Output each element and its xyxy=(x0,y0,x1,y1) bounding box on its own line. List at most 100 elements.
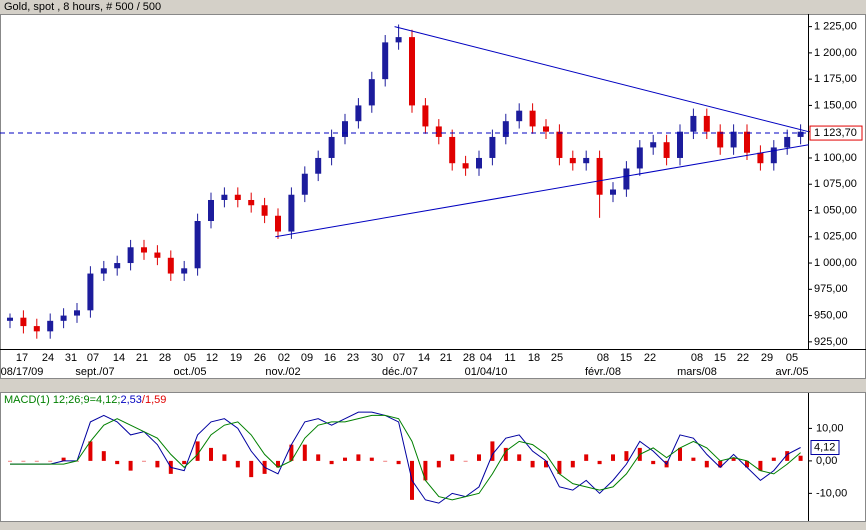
candle-body xyxy=(194,221,201,269)
x-tick-label: 22 xyxy=(737,352,749,364)
x-tick-label: 11 xyxy=(504,352,515,364)
histogram-bar xyxy=(624,451,629,461)
trendline xyxy=(275,144,809,238)
x-tick-label: 17 xyxy=(16,352,28,364)
candle-body xyxy=(7,317,13,321)
candle-body xyxy=(60,315,67,321)
x-tick-label: 22 xyxy=(644,352,656,364)
macd-panel xyxy=(0,392,866,522)
histogram-bar xyxy=(48,460,53,462)
macd-line xyxy=(10,411,801,504)
candle-body xyxy=(784,136,791,148)
candle-body xyxy=(100,268,107,274)
x-month-label: nov./02 xyxy=(265,366,300,378)
histogram-bar xyxy=(517,454,522,461)
x-tick-label: 28 xyxy=(463,352,475,364)
x-tick-label: 23 xyxy=(347,352,359,364)
candle-body xyxy=(315,157,322,174)
histogram-bar xyxy=(369,457,374,461)
candle-body xyxy=(569,157,576,164)
x-tick-label: 28 xyxy=(159,352,171,364)
candle-body xyxy=(114,263,121,269)
candle-body xyxy=(462,163,469,169)
candle-body xyxy=(87,273,94,311)
y-tick-label: 1 100,00 xyxy=(814,152,857,164)
candle-body xyxy=(409,37,415,106)
candle-body xyxy=(596,157,603,195)
histogram-bar xyxy=(651,460,656,465)
x-tick-label: 26 xyxy=(254,352,266,364)
x-tick-label: 02 xyxy=(278,352,290,364)
indicator-title-part: MACD(1) 12;26;9=4,12; xyxy=(4,394,120,406)
histogram-bar xyxy=(503,447,508,461)
y-tick-label: 1 150,00 xyxy=(814,99,857,111)
histogram-bar xyxy=(182,460,187,465)
histogram-bar xyxy=(195,441,200,461)
x-tick-label: 19 xyxy=(230,352,242,364)
candle-body xyxy=(435,126,442,137)
chart-title: Gold, spot , 8 hours, # 500 / 500 xyxy=(4,1,161,13)
x-tick-label: 14 xyxy=(113,352,125,364)
histogram-bar xyxy=(115,460,120,465)
candle-body xyxy=(355,105,362,122)
y-tick-label: 1 050,00 xyxy=(814,204,857,216)
last-price-label: 1 123,70 xyxy=(814,127,857,139)
x-tick-label: 18 xyxy=(528,352,540,364)
candle-body xyxy=(663,142,670,158)
price-panel xyxy=(0,14,866,379)
x-tick-label: 12 xyxy=(206,352,218,364)
candle-body xyxy=(770,147,777,164)
x-tick-label: 09 xyxy=(301,352,313,364)
x-tick-label: 08 xyxy=(597,352,609,364)
histogram-bar xyxy=(142,460,146,462)
histogram-bar xyxy=(423,460,428,481)
histogram-bar xyxy=(798,455,803,461)
histogram-bar xyxy=(450,454,455,461)
y-tick-label: 925,00 xyxy=(814,336,848,348)
candle-body xyxy=(422,105,429,127)
y-tick-label: 950,00 xyxy=(814,309,848,321)
candle-body xyxy=(636,147,643,169)
candle-body xyxy=(757,152,764,164)
x-tick-label: 21 xyxy=(136,352,148,364)
y-tick-label: 1 175,00 xyxy=(814,73,857,85)
y-tick-label: 1 225,00 xyxy=(814,21,857,33)
histogram-bar xyxy=(718,460,723,468)
candle-body xyxy=(690,115,697,132)
candle-body xyxy=(502,121,509,137)
histogram-bar xyxy=(597,460,602,465)
x-tick-label: 25 xyxy=(551,352,563,364)
y-tick-label: 10,00 xyxy=(816,422,844,434)
candle-body xyxy=(208,199,214,222)
histogram-bar xyxy=(731,457,736,461)
histogram-bar xyxy=(155,460,160,468)
candle-body xyxy=(328,136,335,158)
x-tick-label: 30 xyxy=(371,352,383,364)
x-month-label: sept./07 xyxy=(75,366,114,378)
y-tick-label: 1 075,00 xyxy=(814,178,857,190)
candle-body xyxy=(234,194,241,200)
candle-body xyxy=(703,115,710,132)
candle-body xyxy=(221,194,228,200)
candle-body xyxy=(342,121,348,137)
candle-body xyxy=(623,168,630,190)
candle-body xyxy=(181,268,188,274)
y-tick-label: 1 200,00 xyxy=(814,47,857,59)
histogram-bar xyxy=(276,460,280,468)
candle-body xyxy=(33,326,40,332)
x-month-label: avr./05 xyxy=(775,366,808,378)
y-tick-label: -10,00 xyxy=(816,487,847,499)
x-tick-label: 31 xyxy=(65,352,77,364)
candle-body xyxy=(301,173,308,195)
candle-body xyxy=(610,189,616,195)
histogram-bar xyxy=(21,460,26,462)
x-tick-label: 05 xyxy=(184,352,196,364)
histogram-bar xyxy=(678,447,682,461)
candle-body xyxy=(489,136,496,158)
histogram-bar xyxy=(128,460,133,471)
histogram-bar xyxy=(343,457,347,461)
histogram-bar xyxy=(249,460,254,478)
x-month-label: 01/04/10 xyxy=(465,366,508,378)
indicator-title-part: /1,59 xyxy=(142,394,166,406)
x-tick-label: 07 xyxy=(393,352,405,364)
